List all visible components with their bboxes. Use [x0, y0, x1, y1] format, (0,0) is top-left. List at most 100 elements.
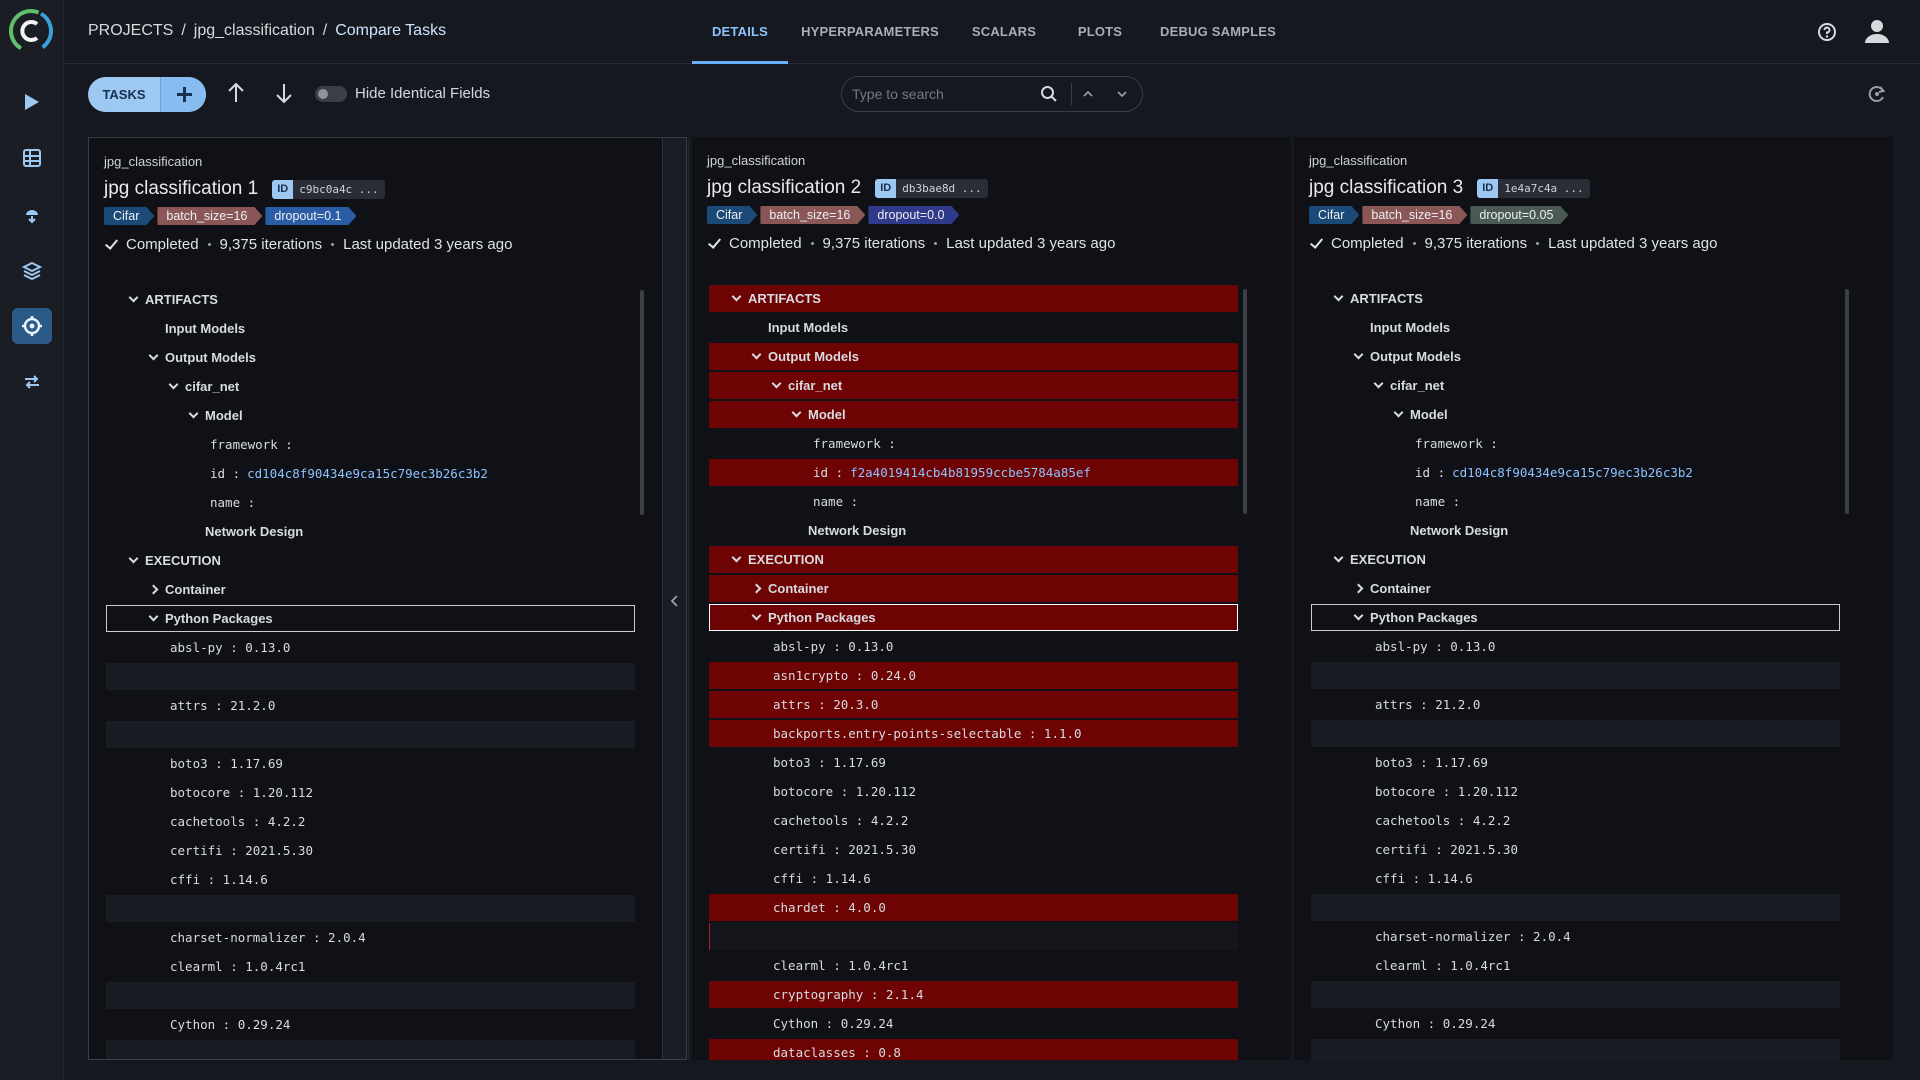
search-next[interactable]: [1114, 86, 1130, 102]
chevron-icon[interactable]: [1353, 583, 1364, 594]
refresh-icon[interactable]: [1866, 83, 1888, 105]
chevron-icon[interactable]: [731, 291, 742, 302]
tree-row: charset-normalizer : 2.0.4: [1311, 923, 1840, 950]
tree-row[interactable]: Container: [106, 576, 635, 603]
tab[interactable]: SCALARS: [971, 24, 1037, 39]
tasks-button[interactable]: TASKS: [88, 77, 206, 112]
chevron-icon[interactable]: [751, 349, 762, 360]
search-icon[interactable]: [1040, 85, 1058, 103]
field-entry: cryptography : 2.1.4: [773, 987, 924, 1002]
chevron-icon[interactable]: [148, 584, 159, 595]
field-group-label: ARTIFACTS: [1350, 291, 1423, 306]
chevron-icon[interactable]: [1333, 552, 1344, 563]
tree-row[interactable]: Output Models: [1311, 343, 1840, 370]
chevron-icon[interactable]: [771, 378, 782, 389]
tag: dropout=0.05: [1470, 206, 1568, 224]
diff-row[interactable]: Model: [709, 401, 1238, 428]
tree-row[interactable]: EXECUTION: [106, 547, 635, 574]
separator-dot: [331, 243, 335, 246]
add-task-button[interactable]: [160, 77, 206, 112]
field-entry: absl-py : 0.13.0: [773, 639, 893, 654]
nav-datasets[interactable]: [12, 196, 52, 232]
nav-projects[interactable]: [12, 140, 52, 176]
diff-row[interactable]: Output Models: [709, 343, 1238, 370]
field-entry: certifi : 2021.5.30: [1375, 842, 1518, 857]
chevron-icon[interactable]: [128, 553, 139, 564]
project-name[interactable]: jpg_classification: [707, 153, 806, 168]
field-key: chardet : 4.0.0: [773, 900, 886, 915]
tree-row[interactable]: cifar_net: [1311, 372, 1840, 399]
tree-row: boto3 : 1.17.69: [1311, 749, 1840, 776]
chevron-icon[interactable]: [731, 552, 742, 563]
chevron-icon[interactable]: [128, 292, 139, 303]
diff-row[interactable]: cifar_net: [709, 372, 1238, 399]
tree-row[interactable]: cifar_net: [106, 373, 635, 400]
iterations: 9,375 iterations: [1424, 235, 1528, 252]
previous-diff-button[interactable]: [224, 80, 248, 106]
chevron-icon[interactable]: [188, 408, 199, 419]
tree-row[interactable]: Output Models: [106, 344, 635, 371]
chevron-icon[interactable]: [1353, 349, 1364, 360]
tree-row[interactable]: Container: [1311, 575, 1840, 602]
hide-identical-toggle[interactable]: [315, 86, 347, 102]
tree-row: Network Design: [106, 518, 635, 545]
project-name[interactable]: jpg_classification: [104, 154, 203, 169]
nav-pipelines[interactable]: [12, 84, 52, 120]
id-badge[interactable]: ID c9bc0a4c ...: [272, 179, 385, 199]
chevron-icon[interactable]: [148, 350, 159, 361]
collapse-icon[interactable]: [665, 591, 685, 611]
nav-models[interactable]: [12, 253, 52, 289]
collapse-strip[interactable]: [662, 138, 686, 1059]
nav-experiments[interactable]: [12, 308, 52, 344]
tree-row: Network Design: [1311, 517, 1840, 544]
chevron-icon[interactable]: [791, 407, 802, 418]
chevron-icon[interactable]: [1393, 407, 1404, 418]
tree-row[interactable]: Model: [1311, 401, 1840, 428]
diff-row[interactable]: ARTIFACTS: [709, 285, 1238, 312]
tree-row[interactable]: Model: [106, 402, 635, 429]
scrollbar: [1845, 289, 1849, 514]
chevron-icon[interactable]: [1373, 378, 1384, 389]
chevron-icon[interactable]: [751, 610, 762, 621]
id-badge[interactable]: ID db3bae8d ...: [875, 178, 988, 198]
project-name[interactable]: jpg_classification: [1309, 153, 1408, 168]
chevron-icon[interactable]: [148, 611, 159, 622]
user-avatar[interactable]: [1862, 16, 1892, 46]
chevron-icon[interactable]: [1333, 291, 1344, 302]
separator-dot: [934, 242, 938, 245]
next-diff-button[interactable]: [272, 80, 296, 106]
tree-row: botocore : 1.20.112: [709, 778, 1238, 805]
task-name-row: jpg classification 2 ID db3bae8d ...: [707, 177, 988, 199]
chevron-icon[interactable]: [1353, 610, 1364, 621]
logo[interactable]: [8, 8, 54, 54]
tasks-button-label[interactable]: TASKS: [102, 87, 146, 102]
breadcrumb-item[interactable]: PROJECTS: [88, 22, 174, 39]
nav-workers[interactable]: [12, 364, 52, 400]
diff-row[interactable]: Container: [709, 575, 1238, 602]
diff-row[interactable]: EXECUTION: [709, 546, 1238, 573]
diff-row[interactable]: Python Packages: [709, 604, 1238, 631]
tree-row[interactable]: ARTIFACTS: [106, 286, 635, 313]
chevron-icon[interactable]: [168, 379, 179, 390]
tree-row[interactable]: Python Packages: [106, 605, 635, 632]
tab[interactable]: DEBUG SAMPLES: [1159, 24, 1277, 39]
tree-row[interactable]: ARTIFACTS: [1311, 285, 1840, 312]
tree-row: framework :: [1311, 430, 1840, 457]
chevron-icon[interactable]: [751, 583, 762, 594]
search-box[interactable]: Type to search: [841, 76, 1143, 112]
task-panel: jpg_classification jpg classification 3 ID…: [1294, 137, 1893, 1060]
help-icon[interactable]: [1816, 21, 1838, 43]
search-prev[interactable]: [1080, 86, 1096, 102]
placeholder-row: [106, 982, 635, 1009]
tab[interactable]: HYPERPARAMETERS: [801, 24, 939, 39]
breadcrumb-item[interactable]: jpg_classification: [193, 22, 315, 39]
field-group-label: EXECUTION: [748, 552, 824, 567]
tree-row: cachetools : 4.2.2: [106, 808, 635, 835]
tree-row[interactable]: Python Packages: [1311, 604, 1840, 631]
tab[interactable]: PLOTS: [1077, 24, 1123, 39]
tab[interactable]: DETAILS: [711, 24, 769, 39]
tree-row[interactable]: EXECUTION: [1311, 546, 1840, 573]
field-group-label: Model: [205, 408, 243, 423]
field-key: cachetools : 4.2.2: [1375, 813, 1511, 828]
id-badge[interactable]: ID 1e4a7c4a ...: [1477, 178, 1590, 198]
